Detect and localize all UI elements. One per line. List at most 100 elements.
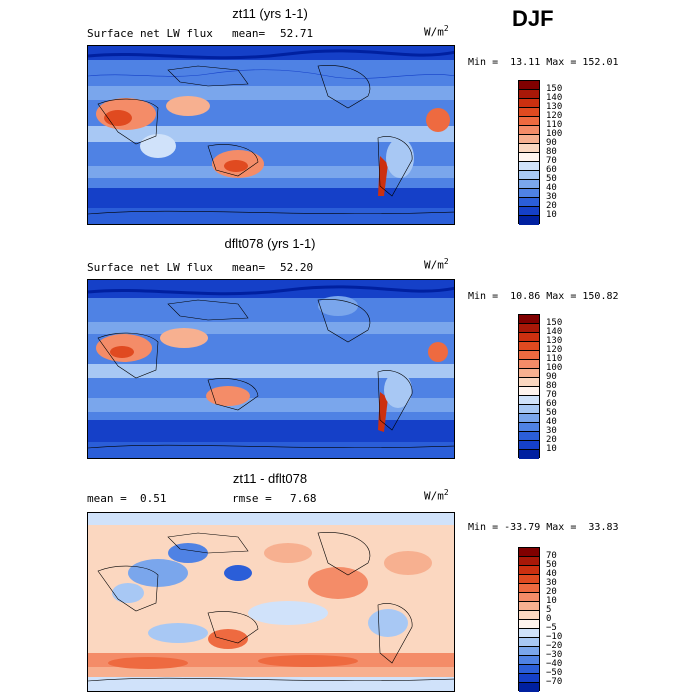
colorbar-swatch bbox=[519, 683, 539, 692]
colorbar-swatch bbox=[519, 333, 539, 342]
colorbar-tick-label: 120 bbox=[546, 111, 563, 121]
colorbar-tick-label: −5 bbox=[546, 623, 557, 633]
diff-mean-value: 0.51 bbox=[140, 492, 167, 505]
colorbar-swatch bbox=[519, 656, 539, 665]
colorbar-swatch bbox=[519, 162, 539, 171]
colorbar-tick-label: 30 bbox=[546, 578, 557, 588]
colorbar-swatch bbox=[519, 135, 539, 144]
colorbar-tick-label: 130 bbox=[546, 336, 563, 346]
colorbar-tick-label: 60 bbox=[546, 399, 557, 409]
colorbar-swatch bbox=[519, 620, 539, 629]
colorbar-tick-label: 70 bbox=[546, 156, 557, 166]
colorbar-tick-label: 110 bbox=[546, 354, 563, 364]
colorbar-tick-label: 80 bbox=[546, 381, 557, 391]
colorbar-tick-label: 100 bbox=[546, 129, 563, 139]
map-plot bbox=[87, 45, 455, 225]
units-label: W/m2 bbox=[424, 257, 449, 272]
colorbar-swatch bbox=[519, 90, 539, 99]
colorbar-swatch bbox=[519, 638, 539, 647]
colorbar-swatch bbox=[519, 602, 539, 611]
colorbar-tick-label: 140 bbox=[546, 327, 563, 337]
colorbar-swatch bbox=[519, 584, 539, 593]
colorbar-tick-label: 10 bbox=[546, 596, 557, 606]
colorbar-swatch bbox=[519, 117, 539, 126]
colorbar-swatch bbox=[519, 198, 539, 207]
colorbar-tick-label: 50 bbox=[546, 174, 557, 184]
mean-value: 52.71 bbox=[280, 27, 314, 40]
colorbar-swatch bbox=[519, 360, 539, 369]
colorbar-tick-label: 30 bbox=[546, 426, 557, 436]
colorbar-swatch bbox=[519, 351, 539, 360]
colorbar-tick-label: 70 bbox=[546, 390, 557, 400]
colorbar-swatch bbox=[519, 647, 539, 656]
colorbar-tick-label: −30 bbox=[546, 650, 563, 660]
mean-value: 52.20 bbox=[280, 261, 314, 274]
colorbar-tick-label: −50 bbox=[546, 668, 563, 678]
colorbar-swatch bbox=[519, 144, 539, 153]
min-max-label: Min = 13.11 Max = 152.01 bbox=[468, 57, 619, 68]
colorbar-swatch bbox=[519, 548, 539, 557]
colorbar-tick-label: 0 bbox=[546, 614, 552, 624]
min-max-label: Min = -33.79 Max = 33.83 bbox=[468, 522, 619, 533]
colorbar-tick-label: 70 bbox=[546, 551, 557, 561]
colorbar-swatch bbox=[519, 432, 539, 441]
colorbar-swatch bbox=[519, 153, 539, 162]
colorbar bbox=[518, 80, 540, 225]
colorbar bbox=[518, 314, 540, 459]
colorbar-swatch bbox=[519, 396, 539, 405]
colorbar-swatch bbox=[519, 566, 539, 575]
colorbar-swatch bbox=[519, 674, 539, 683]
colorbar-swatch bbox=[519, 369, 539, 378]
colorbar-tick-label: 40 bbox=[546, 417, 557, 427]
colorbar-swatch bbox=[519, 189, 539, 198]
colorbar-swatch bbox=[519, 81, 539, 90]
colorbar-tick-label: 140 bbox=[546, 93, 563, 103]
colorbar-swatch bbox=[519, 180, 539, 189]
mean-label: mean= bbox=[232, 27, 266, 40]
colorbar-tick-label: 90 bbox=[546, 372, 557, 382]
min-max-label: Min = 10.86 Max = 150.82 bbox=[468, 291, 619, 302]
map-plot bbox=[87, 279, 455, 459]
colorbar-tick-label: −20 bbox=[546, 641, 563, 651]
colorbar-swatch bbox=[519, 99, 539, 108]
variable-label: Surface net LW flux bbox=[87, 261, 213, 274]
colorbar-swatch bbox=[519, 315, 539, 324]
colorbar-swatch bbox=[519, 108, 539, 117]
colorbar-tick-label: 150 bbox=[546, 84, 563, 94]
panel-title: zt11 - dflt078 bbox=[232, 471, 308, 486]
season-label: DJF bbox=[512, 6, 554, 31]
colorbar-tick-label: 10 bbox=[546, 444, 557, 454]
colorbar-tick-label: 120 bbox=[546, 345, 563, 355]
colorbar-tick-label: 130 bbox=[546, 102, 563, 112]
diff-mean-label: mean = bbox=[87, 492, 127, 505]
colorbar-tick-label: 110 bbox=[546, 120, 563, 130]
colorbar-tick-label: 100 bbox=[546, 363, 563, 373]
colorbar-tick-label: 40 bbox=[546, 183, 557, 193]
rmse-value: 7.68 bbox=[290, 492, 317, 505]
colorbar-swatch bbox=[519, 665, 539, 674]
colorbar-swatch bbox=[519, 378, 539, 387]
colorbar-swatch bbox=[519, 216, 539, 225]
colorbar-tick-label: 40 bbox=[546, 569, 557, 579]
colorbar-tick-label: 90 bbox=[546, 138, 557, 148]
units-label: W/m2 bbox=[424, 24, 449, 39]
colorbar-tick-label: −10 bbox=[546, 632, 563, 642]
colorbar-swatch bbox=[519, 441, 539, 450]
colorbar-tick-label: 60 bbox=[546, 165, 557, 175]
colorbar-swatch bbox=[519, 423, 539, 432]
colorbar-tick-label: 20 bbox=[546, 587, 557, 597]
map-plot bbox=[87, 512, 455, 692]
colorbar-tick-label: 50 bbox=[546, 408, 557, 418]
colorbar-swatch bbox=[519, 387, 539, 396]
colorbar-tick-label: −40 bbox=[546, 659, 563, 669]
colorbar-tick-label: −70 bbox=[546, 677, 563, 687]
colorbar-tick-label: 50 bbox=[546, 560, 557, 570]
colorbar-tick-label: 5 bbox=[546, 605, 552, 615]
colorbar-tick-label: 150 bbox=[546, 318, 563, 328]
colorbar-tick-label: 20 bbox=[546, 435, 557, 445]
colorbar-tick-label: 30 bbox=[546, 192, 557, 202]
colorbar-swatch bbox=[519, 611, 539, 620]
colorbar-tick-label: 10 bbox=[546, 210, 557, 220]
mean-label: mean= bbox=[232, 261, 266, 274]
colorbar-swatch bbox=[519, 171, 539, 180]
